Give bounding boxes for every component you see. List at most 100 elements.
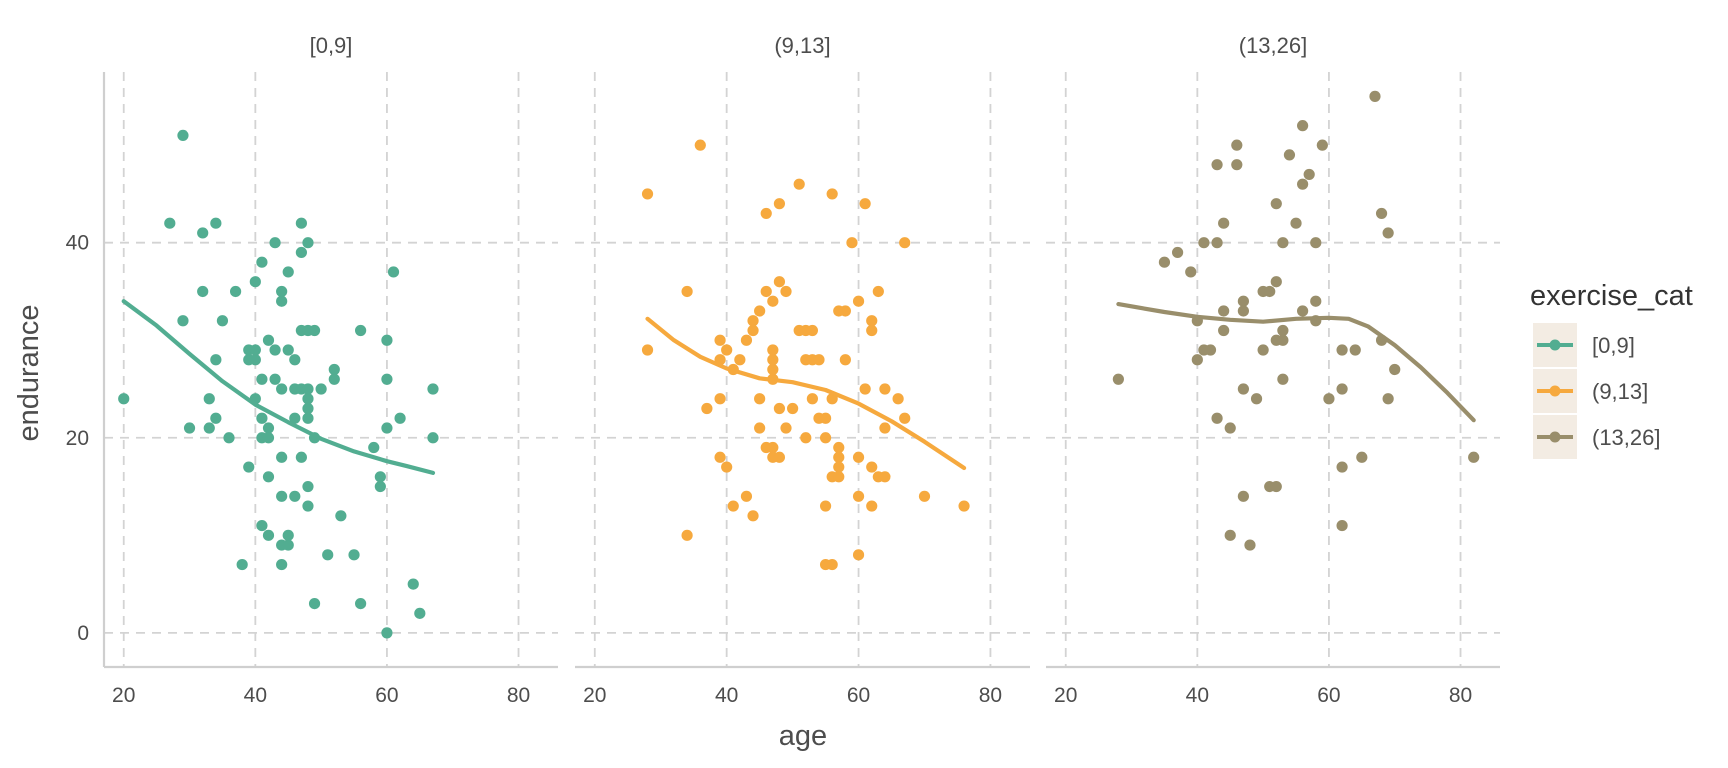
legend-item: (9,13]: [1533, 369, 1648, 413]
data-point: [1297, 178, 1309, 190]
facet-strip-label: [0,9]: [310, 33, 353, 58]
data-point: [1112, 373, 1124, 385]
data-point: [1336, 519, 1348, 532]
data-point: [381, 334, 393, 346]
data-point: [833, 471, 845, 483]
data-point: [740, 334, 753, 346]
x-axis-title: age: [779, 720, 827, 752]
legend: exercise_cat [0,9] (9,13] (13,26]: [1530, 280, 1693, 459]
legend-item: [0,9]: [1533, 323, 1635, 367]
data-point: [203, 422, 215, 434]
data-point: [315, 383, 327, 395]
data-point: [681, 285, 693, 298]
data-point: [701, 402, 713, 415]
data-point: [276, 285, 288, 298]
data-point: [374, 480, 386, 493]
data-point: [276, 490, 288, 502]
data-point: [262, 471, 275, 483]
data-point: [892, 393, 904, 405]
data-point: [414, 607, 426, 619]
data-point: [256, 412, 268, 424]
data-point: [826, 558, 838, 571]
data-point: [282, 266, 294, 278]
data-point: [800, 432, 812, 444]
data-point: [164, 217, 176, 229]
data-point: [256, 373, 268, 385]
trend-line: [645, 316, 967, 471]
data-point: [269, 373, 281, 385]
data-point: [879, 383, 891, 395]
data-point: [780, 422, 792, 434]
data-point: [958, 500, 970, 512]
data-point: [773, 402, 786, 415]
x-tick-label: 40: [715, 684, 738, 707]
data-point: [1277, 237, 1289, 249]
data-point: [1218, 217, 1230, 229]
data-point: [1171, 246, 1184, 259]
legend-key-point: [1549, 431, 1561, 443]
data-point: [1336, 383, 1348, 395]
facet-strip-label: (13,26]: [1239, 33, 1308, 58]
data-point: [714, 393, 726, 405]
data-point: [262, 334, 275, 346]
data-point: [1270, 276, 1282, 288]
data-point: [276, 295, 288, 307]
data-point: [1297, 305, 1309, 317]
x-tick-label: 40: [1186, 684, 1209, 707]
data-point: [381, 627, 393, 639]
legend-item: (13,26]: [1533, 415, 1661, 459]
x-tick-label: 20: [112, 684, 135, 707]
data-point: [1244, 539, 1256, 551]
legend-key-point: [1549, 385, 1561, 397]
data-point: [1211, 412, 1223, 424]
facet-panel: [0,9] 20 40 60 80 0 20 40: [66, 33, 558, 707]
data-point: [819, 500, 832, 512]
data-point: [780, 285, 792, 298]
data-point: [1375, 207, 1388, 220]
data-point: [767, 344, 779, 356]
data-point: [210, 354, 222, 366]
data-point: [302, 383, 314, 395]
data-point: [1277, 334, 1289, 346]
data-point: [1277, 324, 1289, 337]
data-point: [747, 324, 759, 337]
data-point: [355, 324, 367, 337]
data-point: [197, 227, 209, 239]
data-point: [813, 354, 825, 366]
x-tick-label: 20: [1054, 684, 1077, 707]
data-point: [210, 412, 222, 424]
data-point: [793, 178, 805, 190]
data-point: [1185, 266, 1197, 278]
data-point: [846, 237, 858, 249]
data-point: [282, 344, 294, 356]
data-point: [1204, 344, 1217, 356]
data-point: [295, 451, 307, 463]
data-point: [1231, 159, 1243, 171]
data-point: [773, 451, 786, 463]
data-point: [1356, 451, 1368, 463]
data-point: [1297, 120, 1309, 132]
data-point: [328, 373, 340, 385]
data-point: [641, 344, 654, 356]
data-point: [714, 334, 726, 346]
data-point: [1211, 237, 1223, 249]
data-point: [177, 315, 189, 327]
data-point: [1382, 393, 1394, 405]
facet-panel: (9,13] 20 40 60 80: [575, 33, 1030, 707]
data-point: [355, 597, 367, 610]
data-point: [866, 500, 878, 512]
data-point: [806, 324, 818, 337]
data-point: [302, 500, 314, 512]
data-point: [787, 402, 799, 415]
data-point: [747, 315, 759, 327]
data-point: [859, 198, 871, 210]
data-point: [859, 383, 871, 395]
data-point: [760, 207, 772, 220]
data-point: [229, 285, 242, 298]
data-point: [1389, 363, 1401, 376]
data-point: [734, 354, 746, 366]
data-point: [1224, 529, 1236, 541]
data-point: [879, 422, 891, 434]
data-point: [918, 490, 931, 502]
